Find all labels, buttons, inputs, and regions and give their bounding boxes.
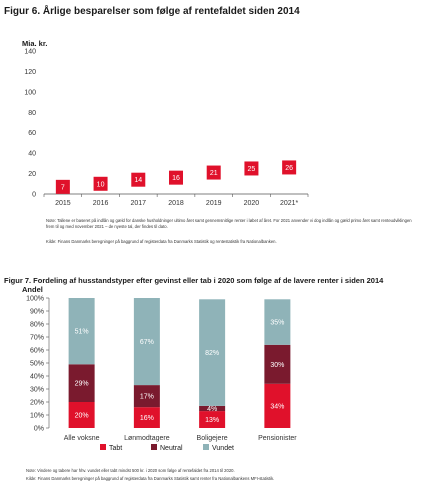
fig7-bar-segment-neutral — [133, 385, 160, 408]
fig6-y-tick-label: 100 — [24, 89, 36, 96]
fig6-x-tick-label: 2015 — [55, 200, 71, 207]
fig6-x-tick-label: 2019 — [206, 200, 222, 207]
figure-7-source: Kilde: Finans Danmarks beregninger på ba… — [26, 476, 275, 481]
fig7-data-label: 20% — [75, 413, 89, 420]
fig7-x-tick-label: Lønmodtagere — [124, 435, 170, 442]
fig6-y-axis-label: Mia. kr. — [22, 39, 47, 48]
fig6-data-label: 25 — [248, 166, 256, 173]
fig6-data-point: 26 — [282, 160, 297, 175]
figure-6-title: Figur 6. Årlige besparelser som følge af… — [4, 6, 300, 17]
fig6-y-tick-label: 0 — [32, 192, 36, 199]
fig7-data-label: 67% — [140, 339, 154, 346]
fig7-y-tick-label: 0% — [34, 426, 44, 433]
fig7-y-tick-label: 90% — [30, 309, 44, 316]
fig7-legend-swatch-neutral — [151, 444, 157, 450]
figure-6-note: Note: Tallene er baseret på indlån og gæ… — [46, 218, 412, 229]
fig6-data-point: 7 — [55, 179, 70, 194]
fig6-data-label: 7 — [61, 184, 65, 191]
fig7-x-tick-label: Boligejere — [197, 435, 228, 442]
fig6-y-tick-label: 40 — [28, 151, 36, 158]
fig6-data-marker — [282, 160, 297, 175]
fig7-data-label: 82% — [205, 350, 219, 357]
fig7-y-tick-label: 10% — [30, 413, 44, 420]
fig7-y-tick-label: 50% — [30, 361, 44, 368]
fig7-data-label: 34% — [270, 403, 284, 410]
fig6-data-label: 21 — [210, 170, 218, 177]
fig7-bar-segment-vundet — [264, 299, 291, 345]
fig7-y-tick-label: 20% — [30, 400, 44, 407]
fig7-legend-label: Neutral — [160, 445, 183, 452]
fig6-data-marker — [55, 179, 70, 194]
fig6-data-marker — [244, 161, 259, 176]
fig6-data-point: 16 — [169, 170, 183, 185]
fig7-legend-swatch-vundet — [203, 444, 209, 450]
fig7-x-tick-label: Pensionister — [258, 435, 297, 442]
fig6-data-label: 14 — [134, 177, 142, 184]
figure-7-chart: Andel 0%10%20%30%40%50%60%70%80%90%100% … — [22, 285, 297, 452]
fig7-legend-label: Vundet — [212, 445, 234, 452]
fig7-bar-segment-tabt — [68, 402, 95, 428]
fig7-legend-swatch-tabt — [100, 444, 106, 450]
fig6-data-label: 16 — [172, 175, 180, 182]
fig7-y-tick-label: 80% — [30, 322, 44, 329]
fig6-data-marker — [206, 165, 221, 180]
fig7-data-label: 4% — [207, 406, 217, 413]
figure-7-title: Figur 7. Fordeling af husstandstyper eft… — [4, 276, 384, 285]
fig6-data-point: 21 — [206, 165, 221, 180]
fig7-y-tick-label: 30% — [30, 387, 44, 394]
fig7-bar-segment-vundet — [133, 298, 160, 386]
fig6-x-tick-label: 2017 — [130, 200, 146, 207]
figure-7-note: Note: Vindere og tabere har hhv. vundet … — [26, 468, 235, 473]
fig7-bar-segment-neutral — [68, 364, 95, 402]
fig6-y-tick-label: 20 — [28, 171, 36, 178]
fig7-bar-segment-tabt — [133, 407, 160, 428]
fig7-bar-segment-vundet — [199, 299, 226, 406]
fig6-x-tick-label: 2018 — [168, 200, 184, 207]
fig6-data-point: 10 — [93, 176, 108, 191]
fig6-x-tick-label: 2021* — [280, 200, 299, 207]
fig6-y-tick-label: 80 — [28, 110, 36, 117]
fig6-data-label: 26 — [285, 165, 293, 172]
fig7-data-label: 35% — [270, 320, 284, 327]
fig7-data-label: 13% — [205, 417, 219, 424]
fig6-data-point: 25 — [244, 161, 259, 176]
fig6-data-marker — [169, 170, 183, 185]
fig6-y-tick-label: 140 — [24, 49, 36, 56]
fig6-y-tick-label: 120 — [24, 69, 36, 76]
fig7-bar-segment-tabt — [199, 411, 226, 428]
figure-6-source: Kilde: Finans Danmarks beregninger på ba… — [46, 239, 277, 244]
fig7-data-label: 51% — [75, 329, 89, 336]
fig6-data-marker — [131, 172, 146, 187]
fig7-data-label: 17% — [140, 394, 154, 401]
fig7-bar-segment-neutral — [264, 344, 291, 384]
fig7-data-label: 16% — [140, 415, 154, 422]
fig7-y-axis-label: Andel — [22, 285, 43, 294]
fig6-y-tick-label: 60 — [28, 130, 36, 137]
fig7-y-tick-label: 100% — [26, 296, 44, 303]
fig7-bar-segment-neutral — [199, 405, 226, 412]
fig7-bar-segment-tabt — [264, 383, 291, 428]
fig6-data-label: 10 — [97, 181, 105, 188]
fig7-x-tick-label: Alle voksne — [64, 435, 100, 442]
fig6-data-marker — [93, 176, 108, 191]
fig6-x-tick-label: 2020 — [244, 200, 260, 207]
fig7-y-tick-label: 40% — [30, 374, 44, 381]
fig6-x-tick-label: 2016 — [93, 200, 109, 207]
fig7-data-label: 29% — [75, 381, 89, 388]
fig7-data-label: 30% — [270, 362, 284, 369]
fig7-y-tick-label: 70% — [30, 335, 44, 342]
fig7-bar-segment-vundet — [68, 298, 95, 365]
fig6-data-point: 14 — [131, 172, 146, 187]
fig7-legend-label: Tabt — [109, 445, 122, 452]
fig7-y-tick-label: 60% — [30, 348, 44, 355]
figure-6-chart: Mia. kr. 0 20 40 60 80 100 120 140 2015 2016 2017… — [22, 39, 309, 207]
